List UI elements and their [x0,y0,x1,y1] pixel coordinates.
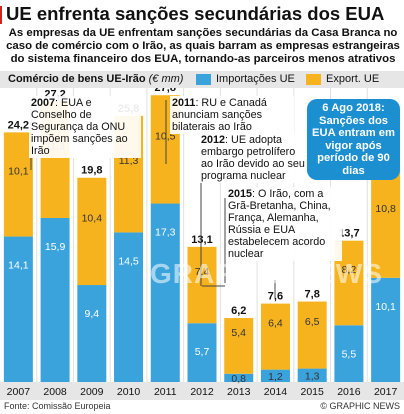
data-label-total: 13,1 [191,234,212,246]
bar-exports [3,132,33,237]
y-axis-label-main: Comércio de bens UE-Irão [8,73,146,85]
bar-imports [40,217,70,382]
annotation-2011: 2011: RU e Canadá anunciam sanções bilat… [170,96,294,134]
data-label-total: 13,7 [338,228,359,240]
data-label-imports: 10,1 [375,301,396,313]
data-label-exports: 10,4 [82,212,103,224]
data-label-exports: 5,4 [231,327,246,339]
watermark: GRAPHIC NEWS [150,258,383,289]
bar-imports [3,236,33,382]
legend-item-exports: Export. UE [306,73,379,85]
x-tick-label: 2013 [227,386,251,398]
bar-imports [187,323,217,382]
legend-swatch-imports [196,73,211,85]
bar-imports [114,232,144,382]
y-axis-label-unit: (€ mm) [148,73,184,85]
data-label-imports: 14,5 [118,255,139,267]
bar-exports [260,303,290,370]
x-tick-label: 2015 [301,386,325,398]
annotation-2012-year: 2012 [201,134,226,146]
legend-label-imports: Importações UE [216,73,295,85]
legend-swatch-exports [306,73,321,85]
annotation-2012: 2012: UE adopta embargo petrolífero ao I… [199,133,309,183]
data-label-imports: 15,9 [45,241,66,253]
annotation-2007-year: 2007 [31,97,56,109]
data-label-imports: 1,2 [268,371,283,383]
legend-item-imports: Importações UE [196,73,295,85]
annotation-2015-year: 2015 [228,188,253,200]
bar-imports [334,325,364,382]
annotation-2012-text: : UE adopta embargo petrolífero ao Irão … [201,134,305,182]
data-label-total: 6,2 [231,305,246,317]
bar-exports [371,166,401,278]
bar-imports [260,369,290,382]
title-accent-bar [0,6,2,24]
data-label-imports: 1,3 [305,370,320,382]
copyright-note: © GRAPHIC NEWS [320,401,400,411]
bar-imports [224,373,254,382]
bar-imports [77,285,107,382]
bar-imports [371,277,401,382]
bar-imports [150,203,180,382]
data-label-exports: 6,4 [268,318,283,330]
bar-exports [77,177,107,286]
annotation-2007: 2007: EUA e Conselho de Segurança da ONU… [29,96,141,158]
annotation-2015-text: : O Irão, com a Grã-Bretanha, China, Fra… [228,188,331,260]
bar-imports [297,368,327,382]
annotation-2015: 2015: O Irão, com a Grã-Bretanha, China,… [226,187,342,261]
bar-exports [297,301,327,369]
x-tick-label: 2011 [154,386,177,398]
callout-badge: 6 Ago 2018: Sanções dos EUA entram em vi… [307,99,400,180]
annotation-2011-text: : RU e Canadá anunciam sanções bilaterai… [172,97,267,133]
x-tick-label: 2012 [190,386,214,398]
annotation-2011-year: 2011 [172,97,196,109]
data-label-imports: 17,3 [155,227,176,239]
data-label-total: 19,8 [81,165,102,177]
x-tick-label: 2010 [117,386,141,398]
data-label-exports: 6,5 [305,316,320,328]
data-label-total: 27,8 [155,88,176,94]
x-tick-label: 2017 [374,386,398,398]
data-label-imports: 14,1 [8,260,29,272]
y-axis-label: Comércio de bens UE-Irão (€ mm) [8,73,183,85]
stacked-bar-chart: 14,110,124,2200715,911,327,220089,410,41… [0,88,404,400]
chart-subtitle: As empresas da UE enfrentam sanções secu… [6,27,400,65]
data-label-total: 24,2 [8,119,29,131]
legend-label-exports: Export. UE [326,73,380,85]
chart-title: UE enfrenta sanções secundárias dos EUA [6,3,385,24]
x-tick-label: 2016 [337,386,361,398]
x-tick-label: 2007 [7,386,31,398]
data-label-exports: 11,3 [119,155,139,167]
bar-exports [224,318,254,374]
x-axis-band [0,382,404,400]
x-tick-label: 2014 [264,386,288,398]
data-label-imports: 0,8 [231,373,246,385]
data-label-imports: 5,5 [342,348,357,360]
bar-exports [187,246,217,324]
data-label-exports: 10,1 [8,165,29,177]
data-label-exports: 8,2 [342,264,357,276]
annotation-2007-text: : EUA e Conselho de Segurança da ONU imp… [31,97,128,157]
data-label-total: 7,8 [305,289,320,301]
data-label-imports: 9,4 [85,308,100,320]
data-label-imports: 5,7 [195,346,210,358]
x-tick-label: 2008 [43,386,67,398]
source-note: Fonte: Comissão Europeia [4,401,111,411]
data-label-exports: 10,8 [375,203,396,215]
data-label-exports: 7,4 [195,266,210,278]
x-tick-label: 2009 [80,386,104,398]
